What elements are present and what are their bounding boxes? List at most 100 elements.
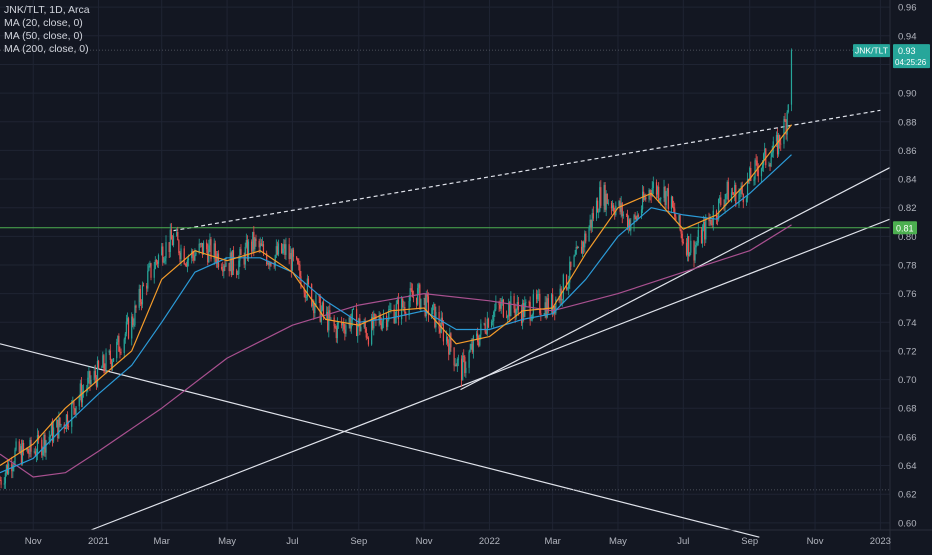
candle-body [440, 317, 442, 333]
candle-body [21, 442, 24, 464]
candle-body [237, 274, 239, 275]
candle-body [705, 218, 707, 240]
candle-body [352, 308, 355, 310]
candle-body [110, 359, 112, 368]
candle-body [665, 191, 667, 206]
candle-body [641, 191, 644, 210]
candle-body [427, 296, 429, 315]
candle-body [82, 391, 85, 392]
candle-body [123, 339, 125, 353]
legend-ma200[interactable]: MA (200, close, 0) [4, 43, 89, 55]
candle-body [412, 297, 415, 299]
candle-body [679, 215, 681, 230]
candle-body [288, 244, 290, 260]
candle-body [618, 201, 620, 206]
candle-body [330, 317, 332, 319]
candle-body [776, 135, 779, 155]
x-tick-label: 2021 [88, 536, 109, 547]
candle-body [760, 168, 763, 177]
candle-body [349, 317, 351, 329]
candle-body [735, 184, 737, 206]
candle-body [501, 299, 503, 303]
candle-body [153, 268, 155, 278]
candle-body [141, 285, 144, 305]
candle-body [621, 203, 623, 217]
candle-body [315, 294, 317, 306]
candle-body [313, 301, 315, 314]
candle-body [146, 285, 148, 289]
candle-body [790, 50, 793, 105]
candle-body [763, 153, 765, 166]
candle-body [48, 436, 50, 441]
candle-body [221, 267, 223, 269]
candle-body [620, 203, 622, 212]
candle-body [0, 479, 1, 481]
candle-body [404, 307, 406, 314]
candle-body [26, 448, 28, 451]
candle-body [104, 368, 106, 372]
candle-body [307, 278, 310, 284]
candle-body [111, 361, 114, 368]
candle-body [276, 246, 278, 255]
candle-body [454, 364, 456, 366]
candle-body [300, 276, 302, 288]
candle-body [291, 249, 293, 271]
candle-body [124, 333, 126, 340]
y-tick-label: 0.96 [898, 3, 917, 14]
candle-body [103, 355, 105, 369]
candle-body [453, 347, 455, 366]
candle-body [574, 254, 576, 256]
candle-body [495, 302, 497, 310]
candle-body [19, 446, 21, 453]
candle-body [238, 260, 240, 275]
candle-body [15, 441, 17, 450]
candle-body [201, 243, 204, 255]
price-labels: JNK/TLT 0.93 04:25:26 0.81 [853, 44, 930, 235]
legend-title[interactable]: JNK/TLT, 1D, Arca [4, 4, 90, 16]
candle-body [634, 215, 636, 217]
candle-body [180, 248, 182, 260]
candle-body [80, 383, 82, 403]
candle-body [364, 322, 366, 329]
candle-body [509, 302, 511, 317]
candle-body [102, 355, 104, 368]
candle-body [769, 164, 771, 167]
candle-body [755, 160, 757, 162]
legend-ma50[interactable]: MA (50, close, 0) [4, 30, 83, 42]
candle-body [133, 324, 135, 326]
candle-body [57, 419, 59, 439]
candle-body [147, 270, 149, 289]
last-price-tag [893, 44, 930, 69]
candle-body [568, 282, 570, 289]
candle-body [157, 255, 160, 264]
candle-body [215, 256, 217, 264]
candle-body [243, 254, 245, 265]
candle-body [59, 417, 61, 426]
candle-body [118, 336, 120, 352]
candle-body [686, 236, 689, 255]
candle-body [49, 435, 51, 437]
candle-body [573, 255, 575, 267]
candle-body [87, 377, 89, 389]
candle-body [357, 325, 359, 336]
candle-body [176, 231, 178, 236]
candle-body [718, 198, 720, 220]
candle-body [613, 205, 615, 212]
candle-body [664, 186, 666, 206]
candle-body [3, 483, 5, 485]
y-tick-label: 0.84 [898, 175, 917, 186]
candle-body [267, 262, 269, 265]
legend-ma20[interactable]: MA (20, close, 0) [4, 17, 83, 29]
candle-body [565, 274, 568, 290]
candle-body [603, 184, 605, 206]
candle-body [184, 264, 186, 265]
candle-body [43, 434, 45, 450]
candle-body [261, 244, 263, 246]
candle-body [693, 240, 695, 261]
candle-body [457, 358, 459, 360]
candle-body [93, 371, 95, 380]
candle-body [199, 243, 201, 245]
candle-body [420, 298, 422, 309]
